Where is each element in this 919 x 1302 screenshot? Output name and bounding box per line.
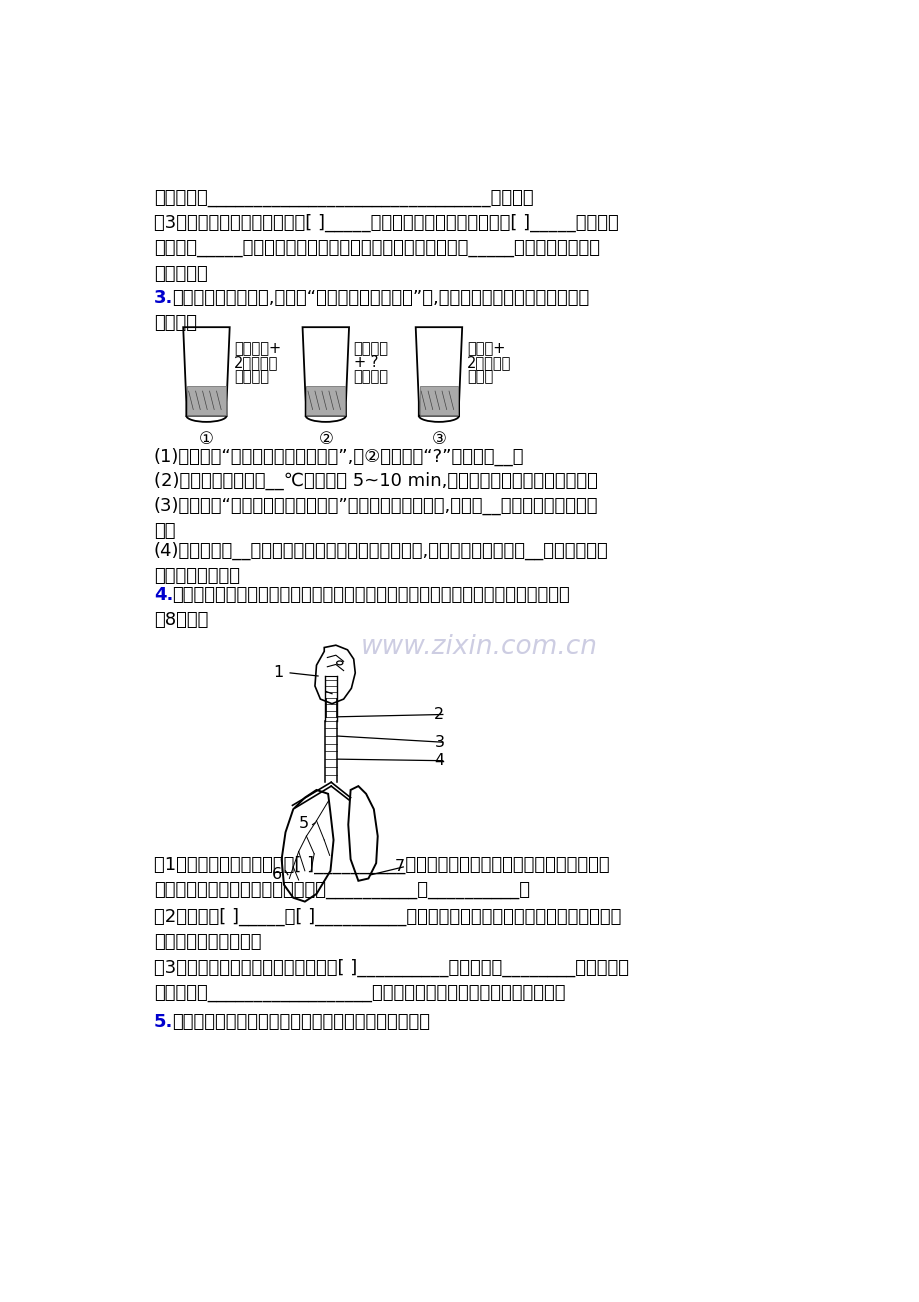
Text: 馏头块+: 馏头块+: [466, 341, 505, 355]
Text: 馏头碎屑+: 馏头碎屑+: [234, 341, 281, 355]
Text: 4.: 4.: [153, 586, 173, 604]
Text: （3）体内进行气体交换的功能单位是[ ]__________，它的壁由________上皮细胞构: （3）体内进行气体交换的功能单位是[ ]__________，它的壁由_____…: [153, 958, 628, 976]
Text: ③: ③: [431, 430, 446, 448]
Text: 3: 3: [434, 734, 444, 750]
Text: (1)为了证明“唤液对馏头有消化作用”,在②号试管的“?”处应加入__。: (1)为了证明“唤液对馏头有消化作用”,在②号试管的“?”处应加入__。: [153, 448, 524, 466]
Text: 6: 6: [271, 867, 281, 883]
Text: 下图是人体呼吸系统的组成示意图，请据图回答问题。: 下图是人体呼吸系统的组成示意图，请据图回答问题。: [172, 1013, 430, 1031]
Text: 如图是呼吸系统模式图，请据图回答：（在［］填图中标号，在横线上填相关内容。: 如图是呼吸系统模式图，请据图回答：（在［］填图中标号，在横线上填相关内容。: [172, 586, 570, 604]
Text: www.zixin.com.cn: www.zixin.com.cn: [360, 634, 597, 660]
Polygon shape: [419, 387, 458, 415]
Text: 充分搔拌: 充分搔拌: [353, 368, 389, 384]
Text: 成，外面有__________________围绕着，适于与血液之间进行气体交换。: 成，外面有__________________围绕着，适于与血液之间进行气体交换…: [153, 984, 564, 1003]
Text: （1）呼吸系统的起始器官是[ ]__________，呼吸道不仅是气体的通道，它还能对吸入: （1）呼吸系统的起始器官是[ ]__________，呼吸道不仅是气体的通道，它…: [153, 855, 608, 874]
Text: 4: 4: [434, 753, 444, 768]
Text: (2)三支试管都要放在__℃的温水中 5~10 min,以保证唤液淠粉酶的最大活性。: (2)三支试管都要放在__℃的温水中 5~10 min,以保证唤液淠粉酶的最大活…: [153, 471, 597, 491]
Text: （3）淠粉被消化的起始部位是[ ]_____，在此部位起作用的消化腺是[ ]_____。脂肪在: （3）淠粉被消化的起始部位是[ ]_____，在此部位起作用的消化腺是[ ]__…: [153, 214, 618, 232]
Text: (4)实验结果是__号试管中的物质遇到砘液不变为蓝色,原因是馏头碎屑中的__被唤液淠粉酶: (4)实验结果是__号试管中的物质遇到砘液不变为蓝色,原因是馏头碎屑中的__被唤…: [153, 542, 607, 560]
Text: 验。: 验。: [153, 522, 175, 540]
Text: 7: 7: [394, 859, 404, 875]
Text: 充分搔拌: 充分搔拌: [234, 368, 269, 384]
Text: 的灰尘和细菌等组成。: 的灰尘和细菌等组成。: [153, 934, 261, 952]
Text: 3.: 3.: [153, 289, 173, 307]
Text: ②: ②: [318, 430, 333, 448]
Text: 消化道的_____（器官名称）中开始被分解，蛋白质在消化道的_____（器官名称）中开: 消化道的_____（器官名称）中开始被分解，蛋白质在消化道的_____（器官名称…: [153, 240, 599, 258]
Polygon shape: [187, 387, 225, 415]
Text: （2）痰是由[ ]_____和[ ]__________内表面的粘膜所分泌的粘液，以及被粘液粘着: （2）痰是由[ ]_____和[ ]__________内表面的粘膜所分泌的粘液…: [153, 907, 620, 926]
Text: 2毫升唤液: 2毫升唤液: [234, 355, 278, 370]
Text: 共8分。）: 共8分。）: [153, 612, 208, 629]
Text: 5.: 5.: [153, 1013, 173, 1031]
Text: 的气体进行处理，使气体变得温暖、__________和__________。: 的气体进行处理，使气体变得温暖、__________和__________。: [153, 881, 529, 898]
Text: 列问题。: 列问题。: [153, 314, 197, 332]
Text: 5: 5: [299, 815, 309, 831]
Text: 分解成麦芒糖了。: 分解成麦芒糖了。: [153, 566, 240, 585]
Text: 2: 2: [434, 707, 444, 723]
Text: 某中学生物兴趣小组,在探究“馏头在口腔中的变化”时,进行了如下实验。请分析回答下: 某中学生物兴趣小组,在探究“馏头在口腔中的变化”时,进行了如下实验。请分析回答下: [172, 289, 589, 307]
Text: (3)为了证明“牙齿的咀嘲和舌的搔拌”对馏头的消化有作用,应选用__两支试管进行对照实: (3)为了证明“牙齿的咀嘲和舌的搔拌”对馏头的消化有作用,应选用__两支试管进行…: [153, 496, 597, 514]
Text: 1: 1: [274, 665, 284, 681]
Text: 2毫升唤液: 2毫升唤液: [466, 355, 511, 370]
Text: 不搔拌: 不搔拌: [466, 368, 493, 384]
Text: ①: ①: [199, 430, 213, 448]
Text: 馏头碎屑: 馏头碎屑: [353, 341, 389, 355]
Text: + ?: + ?: [353, 355, 378, 370]
Text: 始被分解。: 始被分解。: [153, 264, 208, 283]
Polygon shape: [306, 387, 345, 415]
Text: 消化液具有_______________________________的作用。: 消化液具有_______________________________的作用。: [153, 189, 533, 207]
